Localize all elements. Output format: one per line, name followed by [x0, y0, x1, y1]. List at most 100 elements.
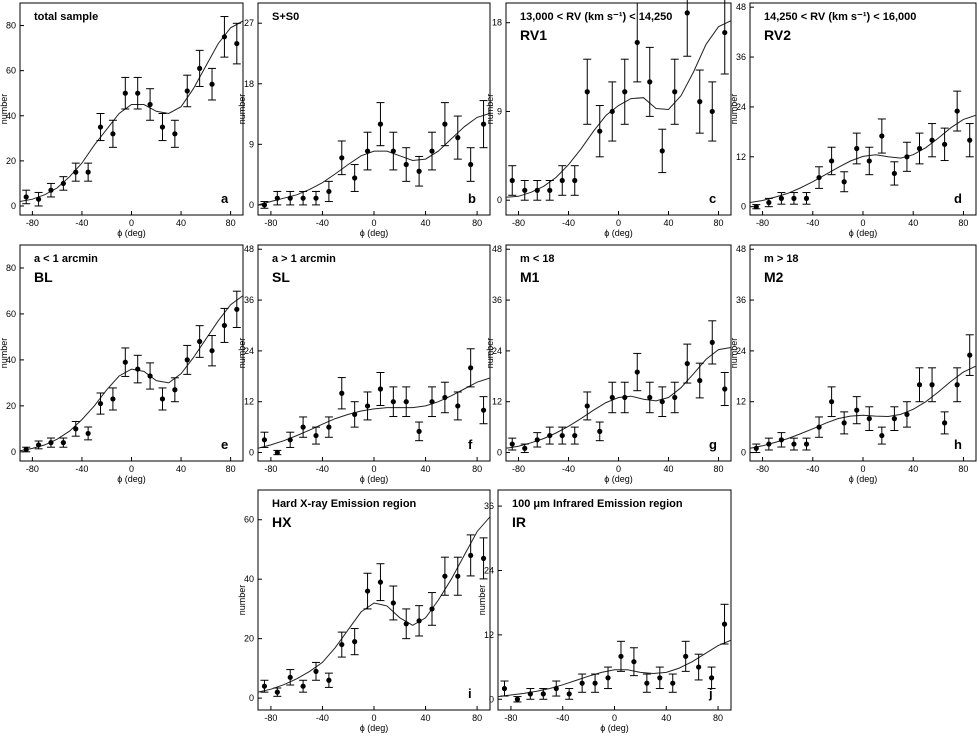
x-tick-label: -80 [512, 464, 525, 474]
fit-curve [506, 347, 731, 449]
x-tick-label: -80 [264, 713, 277, 723]
data-point [904, 411, 910, 418]
x-tick-label: -40 [562, 218, 575, 228]
data-point [326, 188, 332, 195]
y-tick-label: 48 [492, 244, 502, 254]
data-point [709, 108, 715, 115]
data-point [403, 399, 409, 405]
data-point [85, 169, 91, 175]
data-point [609, 394, 615, 401]
panel-e: -80 -40 0 40 80 0 20 40 60 80 ϕ (deg) number a < 1 a… [0, 244, 244, 484]
x-axis-label: ϕ (deg) [360, 228, 389, 238]
y-axis-label: number [485, 338, 495, 369]
y-axis-label: number [237, 338, 247, 369]
y-tick-label: 0 [741, 202, 746, 212]
y-tick-label: 24 [484, 565, 494, 575]
data-point [480, 555, 487, 561]
x-tick-label: 40 [176, 218, 186, 228]
x-tick-label: -80 [756, 464, 769, 474]
data-point [904, 154, 910, 160]
x-tick-label: 40 [421, 218, 431, 228]
data-point [339, 641, 345, 648]
data-point [429, 148, 435, 154]
data-point [891, 170, 897, 177]
panel-frame [257, 244, 491, 462]
data-point [592, 680, 598, 686]
x-tick-label: 40 [663, 218, 673, 228]
data-point [122, 359, 128, 365]
data-point [697, 99, 703, 105]
data-point [261, 683, 268, 689]
panel-b: -80 -40 0 40 80 0 9 18 27 ϕ (deg) number S+S0 b [237, 2, 491, 238]
data-point [829, 158, 835, 164]
data-point [791, 441, 797, 447]
x-tick-label: 0 [371, 218, 376, 228]
x-tick-label: 40 [176, 464, 186, 474]
x-tick-label: -80 [756, 218, 769, 228]
data-point [468, 365, 474, 371]
x-tick-label: -40 [806, 464, 819, 474]
data-point [721, 621, 728, 627]
y-axis-label: number [729, 94, 739, 125]
data-point [429, 606, 435, 612]
data-point [23, 446, 29, 453]
panel-subtitle: RV2 [764, 27, 791, 43]
data-point [209, 348, 215, 354]
data-point [753, 445, 759, 451]
data-point [954, 108, 960, 114]
data-point [522, 445, 528, 451]
data-point [697, 377, 703, 384]
data-point [501, 685, 508, 692]
panel-letter: c [709, 191, 716, 206]
data-point [684, 360, 690, 367]
data-point [313, 432, 319, 439]
y-tick-label: 12 [736, 397, 746, 407]
x-axis-label: ϕ (deg) [117, 474, 146, 484]
y-tick-label: 36 [736, 52, 746, 62]
fit-curve [258, 112, 490, 206]
data-point [708, 675, 715, 681]
x-axis-label: ϕ (deg) [360, 723, 389, 733]
data-point [110, 396, 116, 402]
data-point [672, 89, 678, 95]
data-point [326, 677, 332, 683]
x-axis-label: ϕ (deg) [849, 474, 878, 484]
data-point [631, 659, 637, 665]
data-point [659, 399, 665, 405]
y-tick-label: 18 [244, 79, 254, 89]
y-tick-label: 36 [736, 295, 746, 305]
data-point [553, 685, 559, 692]
y-tick-label: 20 [6, 401, 16, 411]
y-tick-label: 18 [492, 18, 502, 28]
data-point [172, 387, 178, 393]
y-tick-label: 0 [249, 693, 254, 703]
fit-curve [20, 295, 243, 452]
y-tick-label: 12 [484, 630, 494, 640]
data-point [803, 441, 810, 447]
data-point [753, 204, 759, 210]
data-point [722, 29, 728, 36]
data-point [942, 420, 948, 426]
panel-title: 14,250 < RV (km s⁻¹) < 16,000 [764, 11, 916, 23]
y-tick-label: 60 [244, 515, 254, 525]
x-tick-label: 80 [713, 713, 723, 723]
x-tick-label: 0 [860, 218, 865, 228]
x-tick-label: -80 [264, 218, 277, 228]
data-point [967, 352, 973, 358]
data-point [916, 382, 923, 388]
data-point [352, 411, 358, 418]
data-point [97, 400, 104, 407]
x-axis-label: ϕ (deg) [600, 723, 629, 733]
panel-letter: j [708, 686, 713, 701]
x-tick-label: -40 [562, 464, 575, 474]
y-axis-label: number [0, 338, 9, 369]
data-point [644, 680, 650, 686]
data-point [110, 131, 116, 137]
y-tick-label: 80 [6, 21, 16, 31]
data-point [509, 177, 515, 184]
data-point [791, 195, 797, 201]
x-axis-label: ϕ (deg) [360, 474, 389, 484]
data-point [287, 674, 293, 680]
x-axis-label: ϕ (deg) [117, 228, 146, 238]
data-point [377, 121, 384, 127]
